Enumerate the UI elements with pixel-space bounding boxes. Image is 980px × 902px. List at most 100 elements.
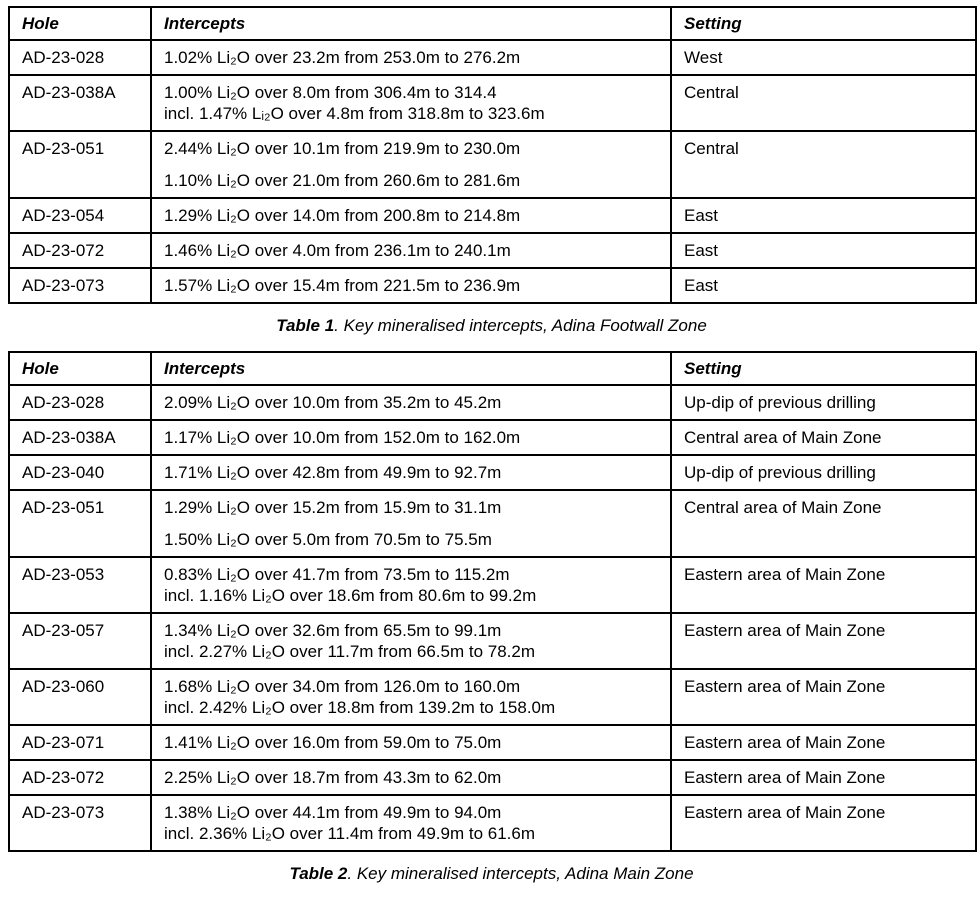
table-header-row: Hole Intercepts Setting (8, 351, 977, 386)
table-row: AD-23-038A 1.17% Li₂O over 10.0m from 152… (8, 419, 977, 456)
intercepts-cell: 1.38% Li₂O over 44.1m from 49.9m to 94.0… (150, 794, 672, 852)
intercepts-cell: 1.57% Li₂O over 15.4m from 221.5m to 236… (150, 267, 672, 304)
table-row: AD-23-028 1.02% Li₂O over 23.2m from 253.… (8, 39, 977, 76)
main-zone-table-caption: Table 2. Key mineralised intercepts, Adi… (8, 863, 975, 884)
intercepts-cell: 1.41% Li₂O over 16.0m from 59.0m to 75.0… (150, 724, 672, 761)
intercepts-cell: 1.46% Li₂O over 4.0m from 236.1m to 240.… (150, 232, 672, 269)
table-row: AD-23-060 1.68% Li₂O over 34.0m from 126.… (8, 668, 977, 726)
caption-text: . Key mineralised intercepts, Adina Main… (347, 864, 694, 883)
intercept-line: 1.57% Li₂O over 15.4m from 221.5m to 236… (164, 276, 521, 295)
intercept-line: 1.29% Li₂O over 14.0m from 200.8m to 214… (164, 206, 521, 225)
intercept-line: 1.46% Li₂O over 4.0m from 236.1m to 240.… (164, 241, 511, 260)
intercept-line: 1.00% Li₂O over 8.0m from 306.4m to 314.… (164, 83, 497, 102)
table-row: AD-23-072 2.25% Li₂O over 18.7m from 43.3… (8, 759, 977, 796)
setting-cell: Eastern area of Main Zone (670, 556, 977, 614)
setting-cell: Eastern area of Main Zone (670, 612, 977, 670)
intercept-line: 2.44% Li₂O over 10.1m from 219.9m to 230… (164, 139, 521, 158)
intercept-line: incl. 2.42% Li₂O over 18.8m from 139.2m … (164, 698, 556, 717)
intercepts-cell: 1.68% Li₂O over 34.0m from 126.0m to 160… (150, 668, 672, 726)
intercept-line: 2.25% Li₂O over 18.7m from 43.3m to 62.0… (164, 768, 502, 787)
column-header-intercepts: Intercepts (150, 351, 672, 386)
hole-id-cell: AD-23-051 (8, 489, 152, 558)
intercept-line: 1.50% Li₂O over 5.0m from 70.5m to 75.5m (164, 530, 492, 549)
intercept-line: 1.71% Li₂O over 42.8m from 49.9m to 92.7… (164, 463, 502, 482)
hole-id-cell: AD-23-038A (8, 419, 152, 456)
column-header-intercepts: Intercepts (150, 6, 672, 41)
caption-text: . Key mineralised intercepts, Adina Foot… (334, 316, 707, 335)
table-row: AD-23-028 2.09% Li₂O over 10.0m from 35.2… (8, 384, 977, 421)
setting-cell: Up-dip of previous drilling (670, 384, 977, 421)
table-row: AD-23-057 1.34% Li₂O over 32.6m from 65.5… (8, 612, 977, 670)
intercept-line: 2.09% Li₂O over 10.0m from 35.2m to 45.2… (164, 393, 502, 412)
setting-cell: Eastern area of Main Zone (670, 759, 977, 796)
hole-id-cell: AD-23-071 (8, 724, 152, 761)
footwall-zone-table: Hole Intercepts Setting AD-23-028 1.02% Li₂… (8, 6, 977, 304)
intercept-line: 1.38% Li₂O over 44.1m from 49.9m to 94.0… (164, 803, 502, 822)
intercepts-cell: 2.09% Li₂O over 10.0m from 35.2m to 45.2… (150, 384, 672, 421)
setting-cell: Eastern area of Main Zone (670, 668, 977, 726)
hole-id-cell: AD-23-028 (8, 384, 152, 421)
table-row: AD-23-038A 1.00% Li₂O over 8.0m from 306.… (8, 74, 977, 132)
hole-id-cell: AD-23-054 (8, 197, 152, 234)
main-zone-table: Hole Intercepts Setting AD-23-028 2.09% Li₂… (8, 351, 977, 852)
column-header-hole: Hole (8, 6, 152, 41)
hole-id-cell: AD-23-038A (8, 74, 152, 132)
intercept-line: incl. 2.36% Li₂O over 11.4m from 49.9m t… (164, 824, 536, 843)
intercepts-cell: 1.17% Li₂O over 10.0m from 152.0m to 162… (150, 419, 672, 456)
intercepts-cell: 0.83% Li₂O over 41.7m from 73.5m to 115.… (150, 556, 672, 614)
hole-id-cell: AD-23-072 (8, 232, 152, 269)
intercept-line: incl. 1.47% Lᵢ₂O over 4.8m from 318.8m t… (164, 104, 545, 123)
table-row: AD-23-071 1.41% Li₂O over 16.0m from 59.0… (8, 724, 977, 761)
intercept-line: 1.41% Li₂O over 16.0m from 59.0m to 75.0… (164, 733, 502, 752)
column-header-hole: Hole (8, 351, 152, 386)
table-row: AD-23-054 1.29% Li₂O over 14.0m from 200.… (8, 197, 977, 234)
hole-id-cell: AD-23-073 (8, 794, 152, 852)
setting-cell: Central area of Main Zone (670, 419, 977, 456)
intercepts-cell: 1.71% Li₂O over 42.8m from 49.9m to 92.7… (150, 454, 672, 491)
caption-label: Table 2 (289, 864, 348, 883)
caption-label: Table 1 (276, 316, 335, 335)
table-row: AD-23-051 1.29% Li₂O over 15.2m from 15.9… (8, 489, 977, 558)
setting-cell: Central (670, 130, 977, 199)
table-header-row: Hole Intercepts Setting (8, 6, 977, 41)
hole-id-cell: AD-23-053 (8, 556, 152, 614)
intercepts-cell: 2.44% Li₂O over 10.1m from 219.9m to 230… (150, 130, 672, 199)
intercepts-cell: 1.29% Li₂O over 15.2m from 15.9m to 31.1… (150, 489, 672, 558)
hole-id-cell: AD-23-057 (8, 612, 152, 670)
table-row: AD-23-072 1.46% Li₂O over 4.0m from 236.1… (8, 232, 977, 269)
hole-id-cell: AD-23-072 (8, 759, 152, 796)
setting-cell: Eastern area of Main Zone (670, 724, 977, 761)
setting-cell: Central area of Main Zone (670, 489, 977, 558)
intercept-line: 1.17% Li₂O over 10.0m from 152.0m to 162… (164, 428, 521, 447)
intercept-line: incl. 2.27% Li₂O over 11.7m from 66.5m t… (164, 642, 536, 661)
intercept-line: 0.83% Li₂O over 41.7m from 73.5m to 115.… (164, 565, 510, 584)
column-header-setting: Setting (670, 6, 977, 41)
setting-cell: East (670, 267, 977, 304)
table-row: AD-23-051 2.44% Li₂O over 10.1m from 219.… (8, 130, 977, 199)
intercept-line: incl. 1.16% Li₂O over 18.6m from 80.6m t… (164, 586, 537, 605)
column-header-setting: Setting (670, 351, 977, 386)
intercepts-cell: 1.34% Li₂O over 32.6m from 65.5m to 99.1… (150, 612, 672, 670)
setting-cell: West (670, 39, 977, 76)
hole-id-cell: AD-23-073 (8, 267, 152, 304)
table-row: AD-23-073 1.38% Li₂O over 44.1m from 49.9… (8, 794, 977, 852)
hole-id-cell: AD-23-051 (8, 130, 152, 199)
setting-cell: Up-dip of previous drilling (670, 454, 977, 491)
footwall-table-caption: Table 1. Key mineralised intercepts, Adi… (8, 315, 975, 336)
table-row: AD-23-073 1.57% Li₂O over 15.4m from 221.… (8, 267, 977, 304)
hole-id-cell: AD-23-028 (8, 39, 152, 76)
intercepts-cell: 1.02% Li₂O over 23.2m from 253.0m to 276… (150, 39, 672, 76)
intercept-line: 1.10% Li₂O over 21.0m from 260.6m to 281… (164, 171, 521, 190)
intercept-line: 1.02% Li₂O over 23.2m from 253.0m to 276… (164, 48, 521, 67)
intercepts-cell: 1.29% Li₂O over 14.0m from 200.8m to 214… (150, 197, 672, 234)
setting-cell: East (670, 197, 977, 234)
setting-cell: Central (670, 74, 977, 132)
intercepts-cell: 1.00% Li₂O over 8.0m from 306.4m to 314.… (150, 74, 672, 132)
intercepts-cell: 2.25% Li₂O over 18.7m from 43.3m to 62.0… (150, 759, 672, 796)
setting-cell: Eastern area of Main Zone (670, 794, 977, 852)
intercept-line: 1.34% Li₂O over 32.6m from 65.5m to 99.1… (164, 621, 502, 640)
table-row: AD-23-053 0.83% Li₂O over 41.7m from 73.5… (8, 556, 977, 614)
hole-id-cell: AD-23-060 (8, 668, 152, 726)
intercept-line: 1.29% Li₂O over 15.2m from 15.9m to 31.1… (164, 498, 502, 517)
